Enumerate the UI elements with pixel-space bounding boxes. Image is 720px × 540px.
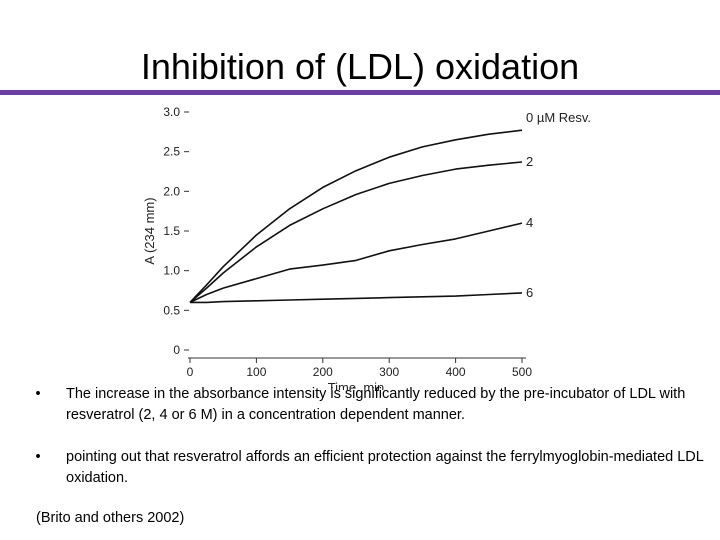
title-underline [0, 90, 720, 95]
y-tick-label: 3.0 [163, 105, 180, 119]
series-line [190, 292, 523, 304]
y-tick-label: 2.5 [163, 145, 180, 159]
x-tick-label: 400 [446, 365, 466, 379]
bullet-item: • The increase in the absorbance intensi… [28, 384, 708, 426]
y-tick-label: 1.0 [163, 264, 180, 278]
bullet-text: pointing out that resveratrol affords an… [66, 449, 704, 486]
y-tick-label: 0.5 [163, 303, 180, 317]
y-tick-label: 2.0 [163, 184, 180, 198]
x-tick-label: 300 [379, 365, 399, 379]
series-label: 4 [526, 215, 533, 230]
chart-container: 0 100 200 300 400 500 0 0.5 1.0 1.5 2.0 2.5 3.0 Time,… [140, 98, 620, 390]
citation: (Brito and others 2002) [36, 510, 185, 526]
bullet-marker: • [35, 449, 41, 465]
bullet-text: The increase in the absorbance intensity… [66, 386, 686, 423]
series-label: 6 [526, 285, 533, 300]
y-tick-label: 0 [173, 343, 180, 357]
bullet-item: • pointing out that resveratrol affords … [28, 447, 708, 489]
series-line [189, 161, 523, 304]
x-axis-title: Time, min [328, 380, 385, 390]
slide-title: Inhibition of (LDL) oxidation [140, 46, 580, 87]
series-label: 0 µM Resv. [526, 110, 591, 125]
y-axis-title: A (234 mm) [142, 197, 157, 264]
x-tick-label: 100 [246, 365, 266, 379]
series-line [189, 222, 523, 304]
x-tick-label: 0 [187, 365, 194, 379]
line-chart: 0 100 200 300 400 500 0 0.5 1.0 1.5 2.0 2.5 3.0 Time,… [142, 105, 591, 390]
series-line [189, 129, 523, 303]
y-tick-label: 1.5 [163, 224, 180, 238]
bullet-marker: • [35, 386, 41, 402]
bullet-list: • The increase in the absorbance intensi… [28, 384, 708, 510]
series-label: 2 [526, 154, 533, 169]
x-tick-label: 200 [313, 365, 333, 379]
x-tick-label: 500 [512, 365, 532, 379]
